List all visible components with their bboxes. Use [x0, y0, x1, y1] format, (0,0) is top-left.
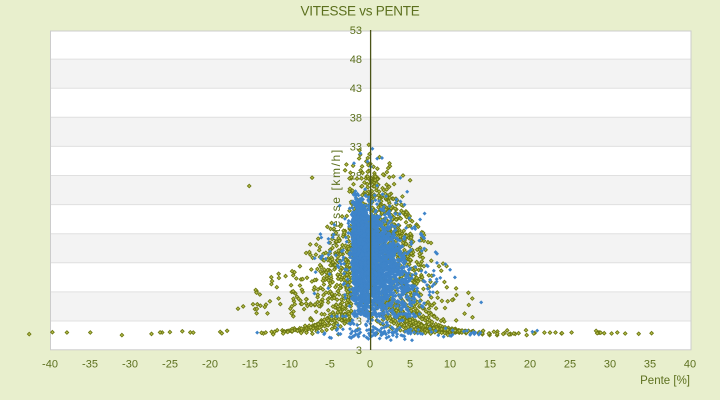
svg-text:-15: -15 — [242, 359, 258, 371]
svg-text:30: 30 — [604, 359, 616, 371]
svg-text:28: 28 — [350, 171, 362, 183]
svg-text:23: 23 — [350, 200, 362, 212]
svg-text:40: 40 — [684, 359, 696, 371]
svg-text:35: 35 — [644, 359, 656, 371]
svg-text:VITESSE vs PENTE: VITESSE vs PENTE — [300, 3, 419, 18]
svg-text:33: 33 — [350, 141, 362, 153]
svg-text:3: 3 — [356, 316, 362, 328]
svg-text:38: 38 — [350, 112, 362, 124]
svg-text:43: 43 — [350, 83, 362, 95]
svg-text:-35: -35 — [82, 359, 98, 371]
svg-text:-5: -5 — [325, 359, 335, 371]
svg-text:53: 53 — [350, 25, 362, 37]
svg-text:-20: -20 — [202, 359, 218, 371]
svg-text:-10: -10 — [282, 359, 298, 371]
svg-text:18: 18 — [350, 229, 362, 241]
svg-text:15: 15 — [484, 359, 496, 371]
svg-text:Vitesse [km/h]: Vitesse [km/h] — [329, 148, 343, 246]
svg-text:-30: -30 — [122, 359, 138, 371]
svg-text:20: 20 — [524, 359, 536, 371]
svg-text:13: 13 — [350, 258, 362, 270]
svg-text:5: 5 — [407, 359, 413, 371]
svg-text:-40: -40 — [42, 359, 58, 371]
svg-text:0: 0 — [367, 359, 373, 371]
svg-text:3: 3 — [356, 345, 362, 357]
svg-text:8: 8 — [356, 287, 362, 299]
svg-text:48: 48 — [350, 54, 362, 66]
svg-text:Pente [%]: Pente [%] — [640, 375, 690, 387]
svg-text:-25: -25 — [162, 359, 178, 371]
svg-text:25: 25 — [564, 359, 576, 371]
svg-text:10: 10 — [444, 359, 456, 371]
